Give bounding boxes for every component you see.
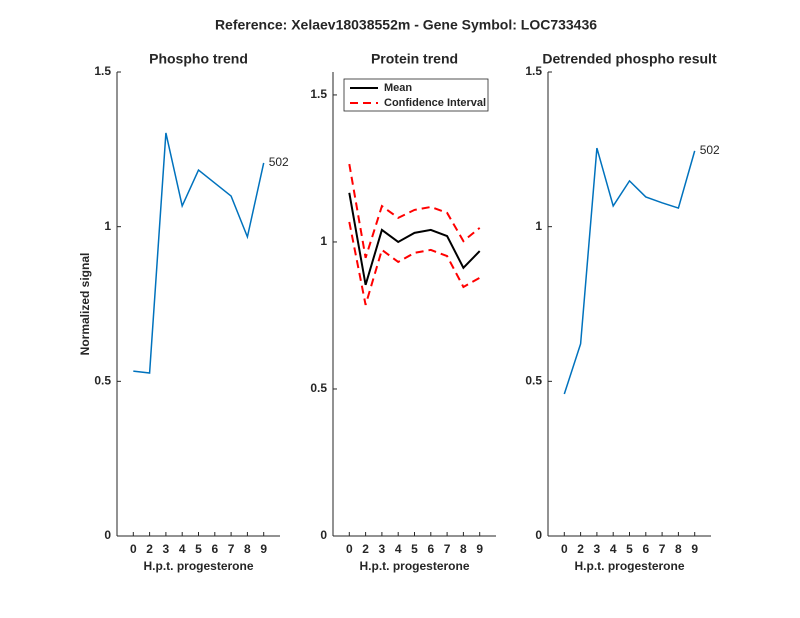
x-tick-label: 0	[561, 542, 568, 556]
x-tick-label: 0	[346, 542, 353, 556]
data-line	[133, 132, 265, 374]
legend-label: Confidence Interval	[384, 97, 486, 109]
y-tick-label: 1	[104, 219, 111, 233]
x-tick-label: 6	[211, 542, 218, 556]
y-tick-label: 0.5	[94, 374, 111, 388]
x-tick-label: 3	[379, 542, 386, 556]
x-tick-label: 4	[395, 542, 402, 556]
legend-box	[343, 78, 489, 112]
x-axis-label: H.p.t. progesterone	[143, 559, 253, 573]
x-tick-label: 2	[146, 542, 153, 556]
x-axis-label: H.p.t. progesterone	[574, 559, 684, 573]
x-tick-label: 6	[642, 542, 649, 556]
ci-lower-line	[348, 221, 481, 306]
y-tick-label: 0	[535, 528, 542, 542]
y-tick-label: 1.5	[310, 87, 327, 101]
y-tick-label: 0.5	[310, 381, 327, 395]
x-tick-label: 9	[691, 542, 698, 556]
x-tick-label: 9	[260, 542, 267, 556]
y-tick-label: 0.5	[525, 374, 542, 388]
x-tick-label: 5	[411, 542, 418, 556]
data-line	[563, 147, 696, 395]
y-tick-label: 1	[320, 234, 327, 248]
x-axis-label: H.p.t. progesterone	[359, 559, 469, 573]
subplot-title: Protein trend	[371, 51, 458, 67]
x-tick-label: 8	[460, 542, 467, 556]
y-axis-label: Normalized signal	[78, 253, 92, 356]
x-tick-label: 7	[444, 542, 451, 556]
y-tick-label: 0	[104, 528, 111, 542]
x-tick-label: 4	[179, 542, 186, 556]
point-annotation: 502	[269, 155, 289, 169]
y-tick-label: 1	[535, 219, 542, 233]
x-tick-label: 3	[163, 542, 170, 556]
x-tick-label: 6	[427, 542, 434, 556]
subplot-title: Phospho trend	[149, 51, 248, 67]
legend-label: Mean	[384, 82, 412, 94]
subplot-title: Detrended phospho result	[542, 51, 717, 67]
x-tick-label: 0	[130, 542, 137, 556]
mean-line	[348, 192, 481, 286]
y-tick-label: 1.5	[525, 64, 542, 78]
x-tick-label: 7	[659, 542, 666, 556]
point-annotation: 502	[700, 143, 720, 157]
ci-upper-line	[348, 163, 481, 259]
x-tick-label: 5	[195, 542, 202, 556]
figure-title: Reference: Xelaev18038552m - Gene Symbol…	[215, 17, 597, 33]
x-tick-label: 5	[626, 542, 633, 556]
y-tick-label: 0	[320, 528, 327, 542]
x-tick-label: 4	[610, 542, 617, 556]
x-tick-label: 7	[228, 542, 235, 556]
x-tick-label: 3	[594, 542, 601, 556]
x-tick-label: 2	[362, 542, 369, 556]
y-tick-label: 1.5	[94, 64, 111, 78]
x-tick-label: 9	[476, 542, 483, 556]
x-tick-label: 8	[244, 542, 251, 556]
x-tick-label: 2	[577, 542, 584, 556]
x-tick-label: 8	[675, 542, 682, 556]
